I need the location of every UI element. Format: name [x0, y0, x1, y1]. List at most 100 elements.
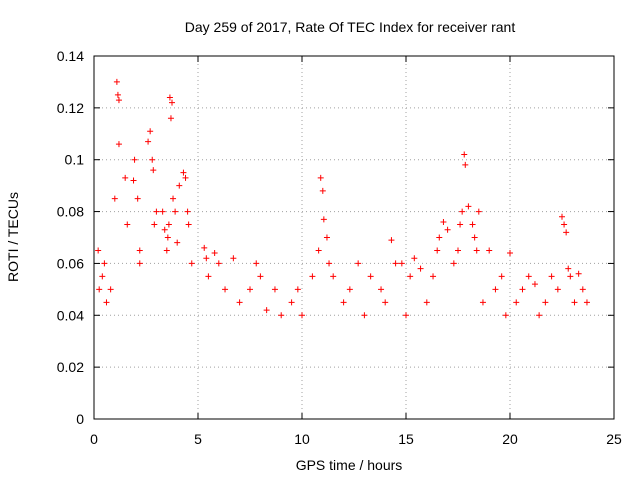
data-point — [423, 299, 430, 306]
data-point — [388, 237, 395, 244]
data-point — [111, 195, 118, 202]
data-point — [579, 286, 586, 293]
data-point — [450, 260, 457, 267]
data-point — [114, 91, 121, 98]
data-point — [247, 286, 253, 293]
data-point — [330, 273, 337, 280]
data-point — [180, 169, 187, 176]
data-point — [469, 221, 476, 228]
data-point — [479, 299, 486, 306]
data-point — [164, 234, 171, 241]
data-point — [299, 312, 305, 319]
data-point — [236, 299, 243, 306]
axis-ticks: 0 0.02 0.04 0.06 0.08 0.1 0.12 0.14 0 5 10 15 20 25 — [57, 48, 622, 447]
data-point — [361, 312, 368, 319]
data-point — [145, 138, 152, 145]
data-point — [134, 195, 141, 202]
data-point — [398, 260, 405, 267]
y-tick-label: 0.06 — [57, 255, 84, 271]
data-point — [455, 247, 461, 254]
data-point — [542, 299, 549, 306]
y-tick-label: 0.08 — [57, 204, 84, 220]
data-point — [571, 299, 578, 306]
data-point — [567, 273, 574, 280]
chart-title: Day 259 of 2017, Rate Of TEC Index for r… — [185, 19, 516, 35]
x-tick-label: 0 — [90, 431, 98, 447]
data-point — [403, 312, 409, 319]
data-point — [575, 270, 582, 277]
data-point — [436, 234, 443, 241]
data-point — [182, 174, 189, 181]
data-point — [161, 226, 168, 233]
data-point — [309, 273, 316, 280]
data-point — [230, 255, 237, 262]
data-point — [166, 94, 173, 101]
y-tick-label: 0.1 — [65, 152, 85, 168]
data-point — [124, 221, 131, 228]
data-point — [136, 247, 143, 254]
data-point — [130, 177, 137, 184]
data-point — [565, 265, 572, 272]
data-point — [473, 247, 480, 254]
data-point — [113, 78, 120, 85]
data-point — [411, 255, 418, 262]
data-point — [107, 286, 114, 293]
data-point — [215, 260, 222, 267]
data-point — [498, 273, 505, 280]
data-point — [176, 182, 183, 189]
data-point — [149, 156, 156, 163]
data-point — [407, 273, 414, 280]
data-point — [507, 250, 513, 257]
data-point — [294, 286, 301, 293]
x-tick-label: 25 — [606, 431, 622, 447]
data-point — [263, 307, 270, 314]
data-point — [151, 221, 158, 228]
data-point — [174, 239, 181, 246]
plot-frame — [93, 55, 615, 420]
x-axis-label: GPS time / hours — [296, 457, 403, 473]
y-tick-label: 0.14 — [57, 48, 84, 64]
data-point — [461, 151, 468, 158]
data-point — [548, 273, 555, 280]
data-point — [323, 234, 330, 241]
y-tick-label: 0.04 — [57, 307, 84, 323]
data-point — [201, 244, 208, 251]
data-point — [169, 99, 175, 106]
data-point — [440, 218, 447, 225]
data-point — [222, 286, 229, 293]
data-point — [185, 221, 192, 228]
data-point — [536, 312, 543, 319]
data-point — [346, 286, 353, 293]
data-point — [457, 221, 464, 228]
y-tick-label: 0.12 — [57, 100, 84, 116]
data-point — [101, 260, 108, 267]
data-point — [319, 187, 326, 194]
y-axis-label: ROTI / TECUs — [5, 192, 21, 282]
data-point — [563, 229, 570, 236]
data-point — [475, 208, 482, 215]
data-point — [492, 286, 499, 293]
data-point — [167, 115, 174, 122]
data-point — [367, 273, 374, 280]
data-point — [203, 255, 210, 262]
data-point — [513, 299, 520, 306]
y-tick-label: 0 — [76, 411, 84, 427]
data-point — [165, 221, 172, 228]
data-point — [211, 250, 218, 257]
data-point — [462, 161, 469, 168]
data-point — [188, 260, 195, 267]
data-point — [163, 247, 170, 254]
data-point — [583, 299, 590, 306]
data-point — [320, 216, 327, 223]
data-point — [326, 260, 333, 267]
data-point — [525, 273, 532, 280]
data-point — [122, 174, 129, 181]
data-point — [147, 128, 154, 135]
data-point — [378, 286, 385, 293]
data-point — [531, 281, 538, 288]
data-point — [271, 286, 278, 293]
data-point — [136, 260, 143, 267]
data-point — [430, 273, 437, 280]
data-point — [205, 273, 212, 280]
